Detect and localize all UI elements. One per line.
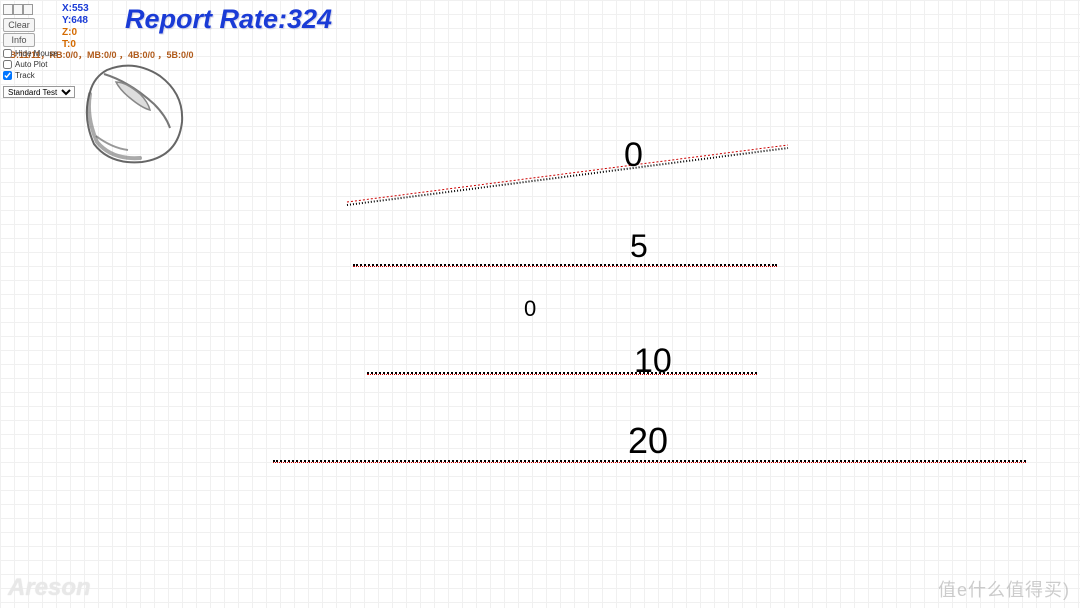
- track-2: [367, 372, 757, 378]
- drawn-label-0: 0: [624, 136, 643, 175]
- drawn-label-20: 20: [628, 420, 668, 462]
- track-checkbox[interactable]: [3, 71, 12, 80]
- track-red-2: [367, 374, 757, 376]
- hide-mouse-label: Hide Mouse: [15, 49, 58, 58]
- track-1: [353, 264, 777, 270]
- clear-button[interactable]: Clear: [3, 18, 35, 32]
- drawn-label-10: 10: [634, 342, 672, 381]
- window-icon-3[interactable]: [23, 4, 33, 15]
- track-checkbox-row[interactable]: Track: [3, 71, 35, 80]
- areson-branding: Areson: [8, 574, 91, 602]
- test-mode-dropdown[interactable]: Standard Test: [3, 86, 75, 98]
- drawn-label-small: 0: [524, 296, 536, 322]
- mouse-sketch-icon: [72, 62, 197, 172]
- track-label: Track: [15, 71, 35, 80]
- auto-plot-checkbox-row[interactable]: Auto Plot: [3, 60, 47, 69]
- auto-plot-label: Auto Plot: [15, 60, 47, 69]
- watermark-text: 值e什么值得买): [938, 576, 1070, 602]
- window-button-row: [3, 4, 33, 15]
- coordinate-block: X:553 Y:648 Z:0 T:0: [62, 3, 89, 51]
- auto-plot-checkbox[interactable]: [3, 60, 12, 69]
- track-red-1: [353, 266, 777, 268]
- hide-mouse-checkbox-row[interactable]: Hide Mouse: [3, 49, 58, 58]
- window-icon-2[interactable]: [13, 4, 23, 15]
- coord-y: Y:648: [62, 15, 89, 27]
- coord-z: Z:0: [62, 27, 89, 39]
- report-rate-label: Report Rate:324: [125, 4, 332, 35]
- window-icon-1[interactable]: [3, 4, 13, 15]
- track-red-3: [273, 462, 1026, 464]
- info-button[interactable]: Info: [3, 33, 35, 47]
- coord-x: X:553: [62, 3, 89, 15]
- drawn-label-5: 5: [630, 228, 648, 265]
- hide-mouse-checkbox[interactable]: [3, 49, 12, 58]
